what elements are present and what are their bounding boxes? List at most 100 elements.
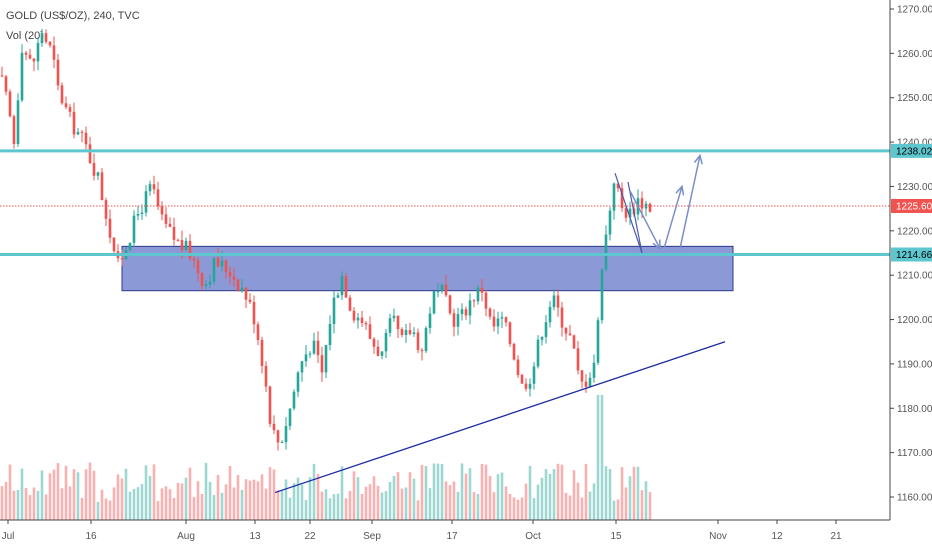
- volume-bar: [596, 395, 600, 520]
- candle-body: [416, 332, 420, 350]
- volume-bar: [576, 482, 580, 520]
- volume-bar: [332, 494, 336, 520]
- volume-bar: [188, 467, 192, 520]
- candle-body: [464, 309, 468, 316]
- candle-body: [472, 300, 476, 302]
- candle-body: [344, 276, 348, 298]
- y-tick-label: 1190.00: [897, 359, 932, 370]
- x-tick-label: Oct: [525, 531, 541, 542]
- candle-body: [412, 332, 416, 335]
- candle-body: [368, 324, 372, 339]
- volume-bar: [336, 493, 340, 520]
- volume-bar: [640, 490, 644, 520]
- x-tick-label: 12: [771, 531, 783, 542]
- volume-bar: [624, 487, 628, 520]
- volume-bar: [432, 463, 436, 520]
- candle-body: [596, 320, 600, 363]
- candle-body: [168, 223, 172, 227]
- volume-bar: [148, 475, 152, 520]
- candle-body: [72, 111, 76, 135]
- volume-bar: [500, 472, 504, 520]
- volume-bar: [272, 469, 276, 520]
- volume-bar: [404, 487, 408, 520]
- candle-body: [204, 284, 208, 287]
- volume-bar: [408, 472, 412, 520]
- candle-body: [96, 172, 100, 176]
- volume-bar: [232, 487, 236, 520]
- volume-bar: [56, 463, 60, 520]
- candle-body: [512, 343, 516, 360]
- volume-bar: [132, 488, 136, 520]
- volume-bar: [76, 472, 80, 520]
- level-price-tag-label: 1238.02: [896, 146, 932, 157]
- candle-body: [296, 372, 300, 392]
- volume-bar: [120, 478, 124, 520]
- candle-body: [328, 324, 332, 346]
- volume-bar: [172, 497, 176, 520]
- volume-bar: [236, 475, 240, 520]
- volume-bar: [472, 492, 476, 520]
- candle-body: [356, 317, 360, 321]
- candle-body: [536, 339, 540, 367]
- volume-bar: [364, 486, 368, 520]
- candle-body: [172, 226, 176, 240]
- volume-bar: [200, 493, 204, 520]
- candle-body: [180, 240, 184, 251]
- candle-body: [420, 349, 424, 352]
- candle-body: [148, 184, 152, 192]
- volume-bar: [64, 465, 68, 520]
- candle-body: [352, 310, 356, 321]
- candle-body: [60, 85, 64, 104]
- x-tick-label: Aug: [177, 531, 195, 542]
- candle-body: [248, 299, 252, 302]
- volume-bar: [128, 491, 132, 520]
- candle-body: [92, 162, 96, 176]
- candle-body: [224, 260, 228, 273]
- candle-body: [532, 366, 536, 384]
- candle-body: [300, 361, 304, 373]
- volume-indicator-label: Vol (20): [6, 30, 44, 42]
- candle-body: [216, 257, 220, 267]
- candle-body: [436, 291, 440, 293]
- volume-bar: [260, 474, 264, 520]
- candle-body: [104, 200, 108, 219]
- candle-body: [444, 284, 448, 296]
- volume-bar: [116, 474, 120, 520]
- volume-bar: [140, 484, 144, 520]
- volume-bar: [32, 487, 36, 520]
- volume-bar: [352, 471, 356, 520]
- volume-bar: [580, 497, 584, 520]
- volume-bar: [564, 492, 568, 520]
- volume-bar: [44, 494, 48, 520]
- candle-body: [456, 314, 460, 327]
- volume-bar: [168, 489, 172, 520]
- volume-bar: [396, 472, 400, 520]
- y-tick-label: 1260.00: [897, 49, 932, 60]
- volume-bar: [264, 488, 268, 520]
- y-tick-label: 1180.00: [897, 404, 932, 415]
- candle-body: [440, 284, 444, 292]
- candle-body: [372, 338, 376, 347]
- candle-body: [432, 291, 436, 314]
- volume-bar: [636, 466, 640, 520]
- volume-bar: [480, 463, 484, 520]
- volume-bar: [328, 498, 332, 520]
- candle-body: [508, 322, 512, 344]
- volume-bar: [276, 490, 280, 520]
- candle-body: [360, 317, 364, 323]
- volume-bar: [320, 491, 324, 520]
- volume-bar: [516, 499, 520, 520]
- candle-body: [196, 260, 200, 274]
- volume-bar: [496, 474, 500, 520]
- candle-body: [256, 324, 260, 341]
- volume-bar: [632, 466, 636, 520]
- candle-body: [8, 91, 12, 117]
- candle-body: [152, 184, 156, 190]
- volume-bar: [572, 470, 576, 520]
- y-tick-label: 1210.00: [897, 271, 932, 282]
- level-price-tag-label: 1214.66: [896, 250, 932, 261]
- candle-body: [128, 242, 132, 251]
- candle-body: [408, 330, 412, 335]
- volume-bar: [84, 469, 88, 520]
